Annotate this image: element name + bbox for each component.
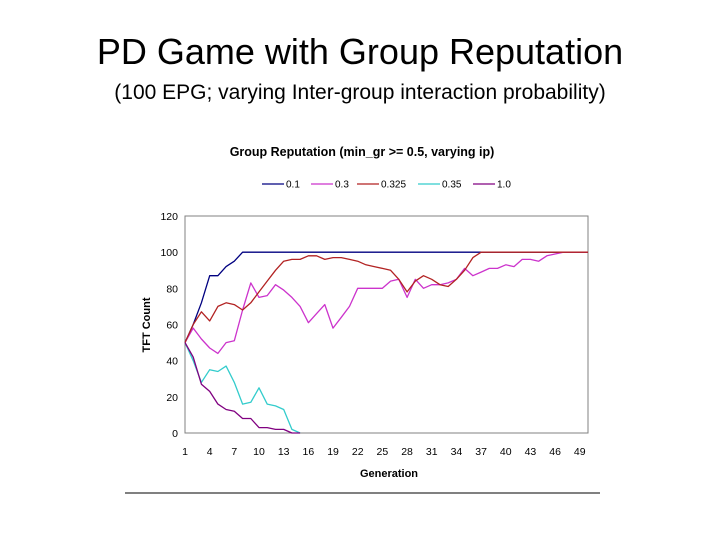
x-axis-ticks: 1 4 7 10 13 16 19 22 25 28 31 34 37 40 43 46 49 — [182, 446, 586, 458]
y-tick-label: 100 — [160, 247, 178, 259]
y-tick-label: 60 — [166, 320, 178, 332]
y-tick-label: 0 — [172, 428, 178, 440]
legend-label: 1.0 — [497, 180, 511, 191]
slide-title: PD Game with Group Reputation — [96, 31, 624, 72]
x-tick-label: 22 — [352, 446, 364, 458]
legend-label: 0.35 — [442, 180, 462, 191]
legend-label: 0.3 — [335, 180, 349, 191]
y-tick-label: 40 — [166, 356, 178, 368]
x-tick-label: 16 — [303, 446, 315, 458]
y-axis-ticks: 0 20 40 60 80 100 120 — [160, 211, 178, 440]
y-axis-label: TFT Count — [141, 297, 153, 352]
x-tick-label: 40 — [500, 446, 512, 458]
chart-title: Group Reputation (min_gr >= 0.5, varying… — [230, 145, 495, 159]
x-tick-label: 10 — [253, 446, 265, 458]
chart-legend: 0.1 0.3 0.325 0.35 1.0 — [262, 180, 511, 191]
y-tick-label: 20 — [166, 392, 178, 404]
series-line-0-3 — [184, 251, 588, 355]
x-tick-label: 46 — [549, 446, 561, 458]
x-tick-label: 43 — [525, 446, 537, 458]
series-lines — [184, 251, 588, 434]
x-tick-label: 25 — [377, 446, 389, 458]
x-tick-label: 49 — [574, 446, 586, 458]
plot-area — [184, 215, 589, 434]
legend-label: 0.325 — [381, 180, 406, 191]
x-tick-label: 1 — [182, 446, 188, 458]
x-tick-label: 28 — [401, 446, 413, 458]
x-tick-label: 34 — [451, 446, 463, 458]
x-tick-label: 37 — [475, 446, 487, 458]
x-tick-label: 4 — [207, 446, 213, 458]
slide-subtitle: (100 EPG; varying Inter-group interactio… — [114, 81, 606, 104]
x-tick-label: 31 — [426, 446, 438, 458]
legend-label: 0.1 — [286, 180, 300, 191]
y-tick-label: 120 — [160, 211, 178, 223]
x-axis-label: Generation — [360, 468, 418, 480]
x-tick-label: 19 — [327, 446, 339, 458]
y-tick-label: 80 — [166, 283, 178, 295]
x-tick-label: 13 — [278, 446, 290, 458]
series-line-0-325 — [184, 251, 588, 343]
series-line-0-35 — [184, 342, 301, 434]
series-line-1-0 — [184, 342, 301, 434]
x-tick-label: 7 — [231, 446, 237, 458]
series-line-0-1 — [184, 251, 588, 343]
